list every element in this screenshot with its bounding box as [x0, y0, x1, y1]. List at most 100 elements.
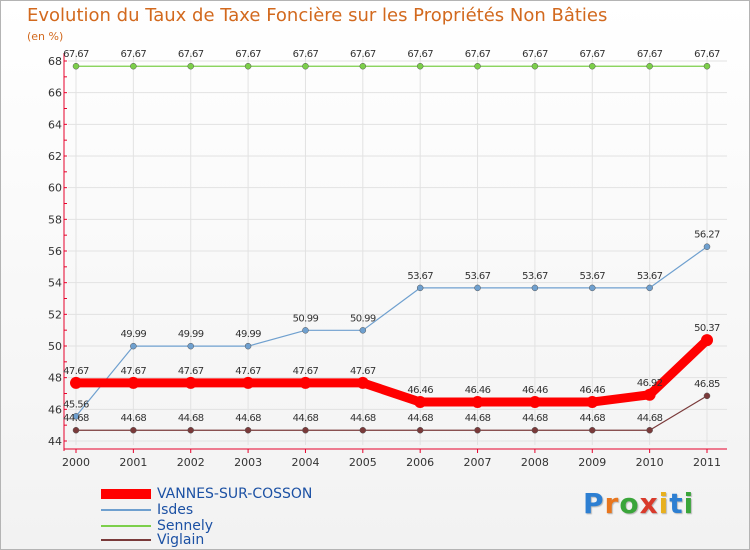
data-point — [244, 342, 252, 350]
data-point — [646, 284, 653, 292]
logo-letter: i — [658, 487, 670, 520]
data-point — [474, 284, 481, 292]
data-label: 49.99 — [235, 329, 261, 340]
x-tick-label: 2003 — [234, 456, 262, 469]
data-point — [187, 62, 194, 70]
data-label: 67.67 — [293, 49, 319, 60]
data-label: 67.67 — [178, 49, 204, 60]
data-point — [474, 426, 481, 434]
data-label-layer: 47.67 47.67 47.67 47.67 47.67 47.67 46.46 46.46… — [63, 49, 720, 424]
data-point — [703, 392, 711, 400]
data-point — [416, 284, 424, 292]
data-point — [586, 396, 599, 409]
data-label: 67.67 — [407, 49, 433, 60]
data-label: 44.68 — [350, 413, 376, 424]
data-point — [703, 243, 711, 250]
data-point — [302, 62, 309, 70]
data-point — [414, 396, 427, 409]
grid-layer — [68, 53, 727, 445]
x-tick-label: 2010 — [636, 456, 664, 469]
data-label: 53.67 — [407, 271, 433, 282]
data-point — [244, 62, 252, 70]
y-tick-label: 44 — [48, 435, 62, 448]
series-line — [71, 335, 712, 407]
data-label: 67.67 — [235, 49, 261, 60]
data-point — [589, 62, 596, 70]
data-point — [70, 376, 82, 389]
x-tick-label: 2006 — [406, 456, 434, 469]
data-point — [589, 284, 596, 292]
data-label: 46.92 — [637, 378, 663, 389]
legend-swatch-sennely — [101, 525, 151, 527]
y-tick-label: 46 — [48, 403, 62, 416]
data-label: 44.68 — [579, 413, 605, 424]
y-tick-label: 48 — [48, 372, 62, 385]
data-point — [471, 396, 484, 409]
data-point — [184, 376, 197, 389]
data-label: 44.68 — [522, 413, 548, 424]
data-point — [127, 376, 140, 389]
y-tick-label: 62 — [48, 150, 62, 163]
data-label: 49.99 — [121, 329, 147, 340]
data-label: 44.68 — [235, 413, 261, 424]
y-tick-label: 66 — [48, 87, 62, 100]
series-line — [75, 246, 708, 417]
data-label: 50.37 — [694, 323, 720, 334]
data-label: 67.67 — [121, 49, 147, 60]
data-label: 67.67 — [522, 49, 548, 60]
logo-letter: i — [683, 487, 695, 520]
data-label: 47.67 — [63, 366, 89, 377]
data-label: 67.67 — [637, 49, 663, 60]
data-label: 67.67 — [579, 49, 605, 60]
data-point — [130, 426, 137, 434]
data-label: 47.67 — [121, 366, 147, 377]
x-tick-label: 2009 — [578, 456, 606, 469]
data-point — [359, 426, 367, 434]
data-label: 44.68 — [178, 413, 204, 424]
x-tick-label: 2008 — [521, 456, 549, 469]
data-label: 67.67 — [465, 49, 491, 60]
unit-label: (en %) — [27, 30, 64, 43]
data-point — [359, 62, 367, 70]
data-point — [701, 334, 713, 347]
data-point — [299, 376, 312, 389]
x-tick-label: 2005 — [349, 456, 377, 469]
y-tick-label: 56 — [48, 245, 62, 258]
legend-label-vannes: VANNES-SUR-COSSON — [157, 486, 313, 502]
data-point — [302, 327, 309, 334]
y-tick-label: 54 — [48, 277, 62, 290]
axis-layer: 44 46 48 50 52 54 56 58 60 62 64 66 68 2000 2001 2002 20… — [48, 53, 727, 469]
x-tick-label: 2002 — [177, 456, 205, 469]
data-point — [356, 376, 369, 389]
data-label: 67.67 — [694, 49, 720, 60]
data-label: 46.46 — [407, 385, 433, 396]
data-label: 53.67 — [522, 271, 548, 282]
data-label: 53.67 — [637, 271, 663, 282]
data-point — [359, 327, 367, 334]
legend-label-viglain: Viglain — [157, 532, 205, 548]
legend-label-sennely: Sennely — [157, 518, 214, 534]
data-point — [187, 342, 194, 350]
data-label: 47.67 — [293, 366, 319, 377]
data-point — [130, 62, 137, 70]
data-label: 50.99 — [350, 313, 376, 324]
data-point — [531, 426, 539, 434]
data-label: 45.56 — [63, 399, 89, 410]
chart-title: Evolution du Taux de Taxe Foncière sur l… — [27, 5, 608, 26]
logo-letter: P — [583, 487, 605, 520]
legend-swatch-vannes — [101, 489, 151, 499]
legend-swatch-viglain — [101, 539, 151, 541]
data-point — [72, 426, 80, 434]
data-label: 44.68 — [407, 413, 433, 424]
y-tick-label: 68 — [48, 55, 62, 68]
x-tick-label: 2011 — [693, 456, 721, 469]
data-point — [416, 62, 424, 70]
proxiti-logo: Proxiti — [583, 487, 694, 520]
data-point — [531, 62, 539, 70]
data-label: 46.46 — [465, 385, 491, 396]
data-label: 53.67 — [579, 271, 605, 282]
data-label: 49.99 — [178, 329, 204, 340]
data-point — [242, 376, 255, 389]
data-label: 44.68 — [465, 413, 491, 424]
